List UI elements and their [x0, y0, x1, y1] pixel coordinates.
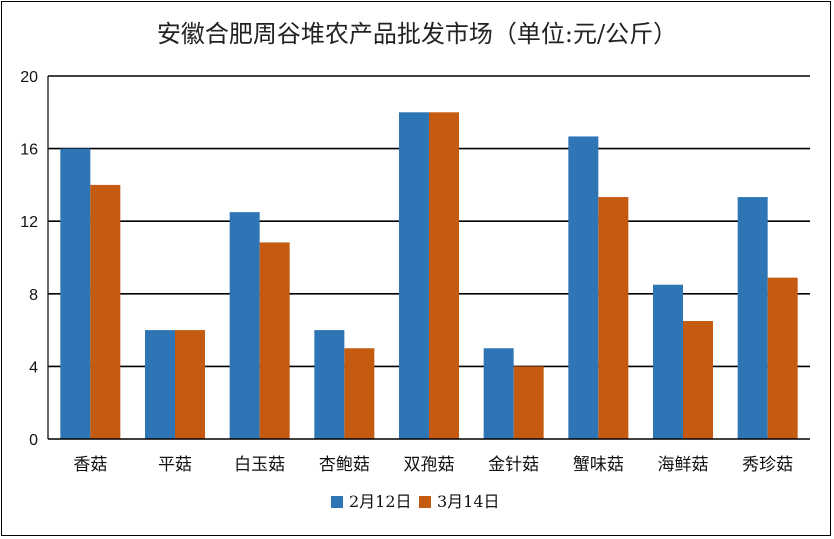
axes [47, 76, 810, 440]
legend-label-1: 2月12日 [349, 492, 412, 511]
legend-swatch-1 [331, 496, 343, 508]
x-category-label: 杏鲍菇 [319, 455, 370, 475]
bar-1-3 [229, 212, 260, 439]
y-tick-label: 4 [29, 359, 38, 376]
y-tick-label: 12 [20, 214, 38, 231]
bar-2-8 [683, 321, 713, 439]
bar-2-1 [90, 184, 121, 439]
bar-2-3 [259, 242, 290, 439]
bar-1-6 [483, 348, 514, 439]
y-tick-label: 0 [29, 432, 38, 449]
bar-1-5 [399, 112, 429, 440]
chart-title: 安徽合肥周谷堆农产品批发市场（单位:元/公斤） [157, 20, 677, 48]
bar-1-2 [145, 330, 175, 439]
x-category-label: 蟹味菇 [573, 455, 624, 475]
bar-1-7 [568, 136, 599, 439]
bar-2-9 [767, 277, 798, 439]
bar-2-2 [175, 330, 205, 439]
x-category-label: 秀珍菇 [742, 455, 793, 475]
x-category-label: 海鲜菇 [658, 455, 709, 475]
bar-1-9 [737, 197, 768, 439]
bar-2-6 [513, 366, 544, 439]
bar-2-5 [429, 112, 459, 440]
bar-1-4 [314, 330, 345, 439]
x-category-label: 双孢菇 [404, 455, 455, 475]
legend: 2月12日 3月14日 [331, 492, 500, 511]
x-category-label: 金针菇 [488, 455, 539, 475]
legend-label-2: 3月14日 [437, 492, 500, 511]
bar-1-8 [653, 284, 683, 439]
bar-2-7 [598, 197, 629, 439]
x-category-label: 白玉菇 [234, 455, 285, 475]
legend-swatch-2 [419, 496, 431, 508]
x-category-label: 平菇 [158, 455, 192, 475]
bars [60, 112, 798, 440]
axis-labels: 0 4 8 12 16 20 香菇 平菇 白玉菇 杏鲍菇 双孢菇 金针菇 蟹味菇 海鲜菇 秀珍菇 [20, 69, 793, 475]
bar-2-4 [344, 348, 375, 439]
y-tick-label: 16 [20, 142, 38, 159]
y-tick-label: 20 [20, 69, 38, 86]
y-tick-label: 8 [29, 287, 38, 304]
bar-1-1 [60, 148, 91, 439]
x-category-label: 香菇 [73, 455, 107, 475]
